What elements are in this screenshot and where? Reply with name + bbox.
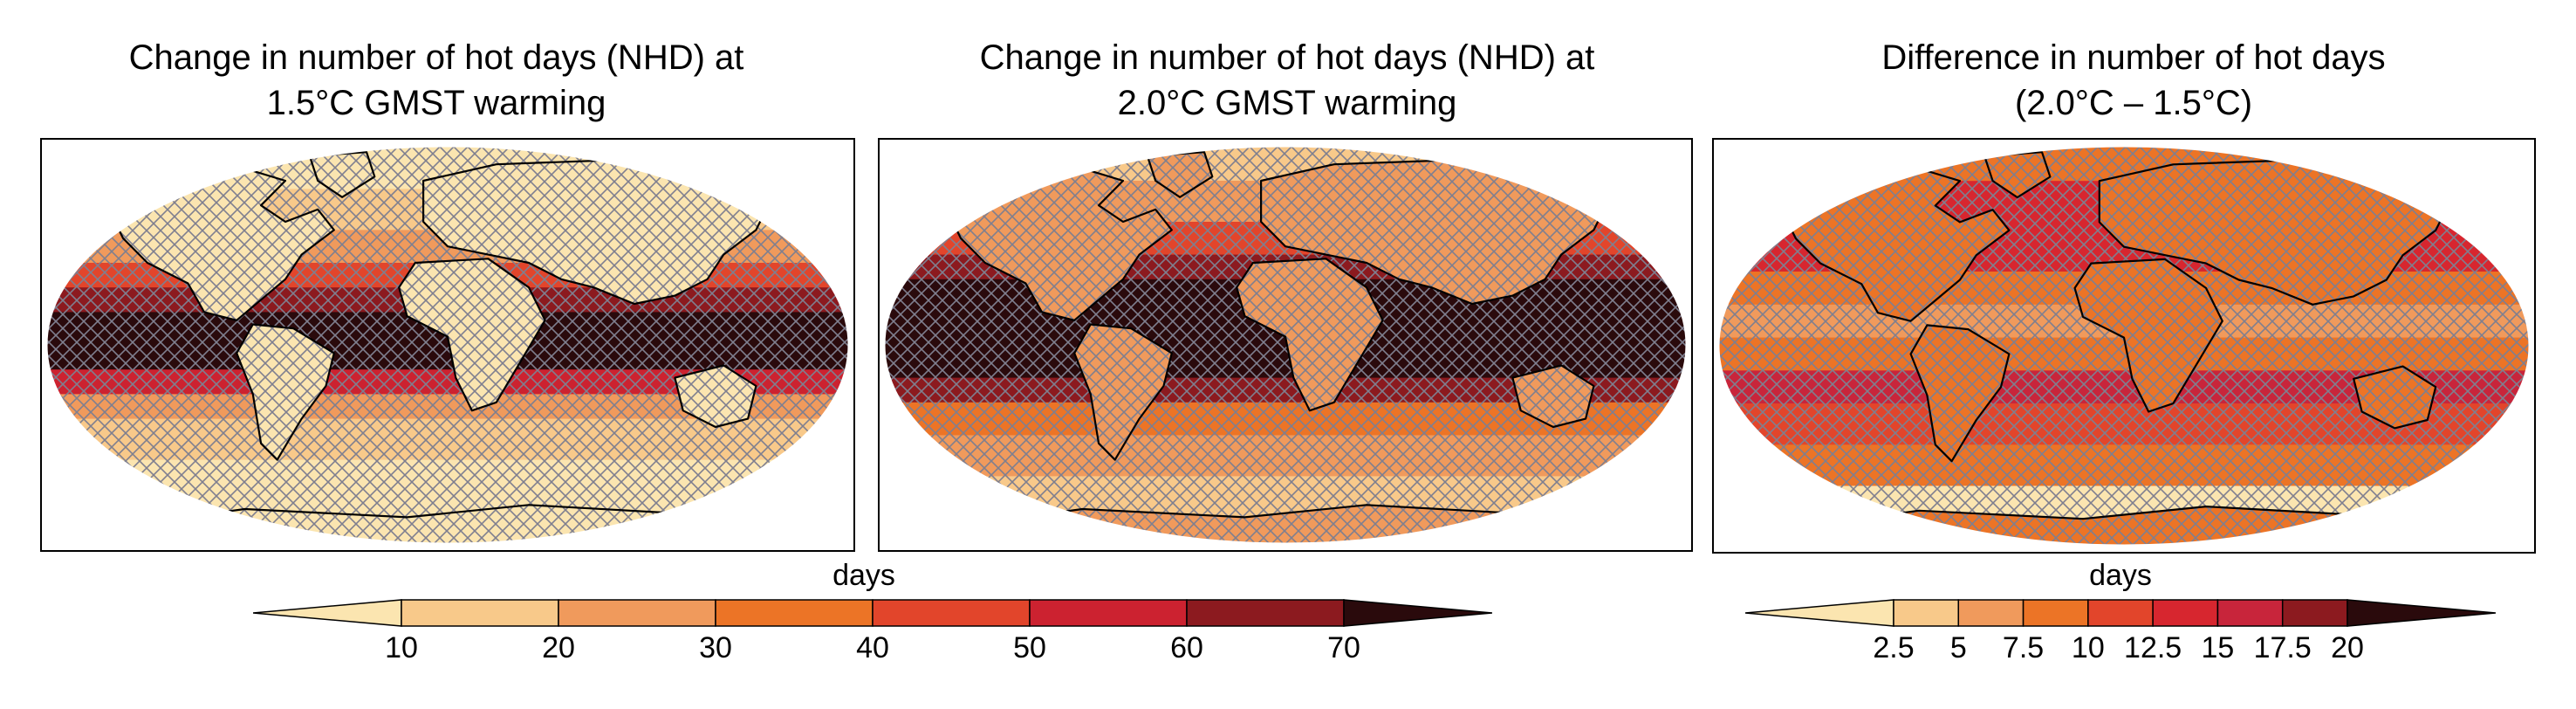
panel-b-title-line2: 2.0°C GMST warming (1117, 84, 1457, 122)
colorbar-tick-label: 2.5 (1873, 631, 1915, 664)
panel-a-title-line2: 1.5°C GMST warming (266, 84, 606, 122)
panel-c-title: Difference in number of hot days (2.0°C … (1715, 35, 2552, 126)
globe-edge (46, 146, 849, 544)
colorbar-segment (1957, 599, 2024, 627)
map-fill (1719, 147, 2529, 545)
panel-b-title: Change in number of hot days (NHD) at 2.… (868, 35, 1706, 126)
coastline-africa (2073, 258, 2223, 413)
colorbar-tick-label: 20 (542, 631, 575, 664)
colorbar-segment (2216, 599, 2284, 627)
colorbar-tick-label: 15 (2201, 631, 2235, 664)
panel-c-title-line1: Difference in number of hot days (1881, 38, 2386, 77)
colorbar-left-label: days (832, 559, 895, 592)
globe-edge (1718, 146, 2530, 546)
coastline-africa (398, 258, 546, 412)
coastline-africa (1236, 258, 1384, 412)
colorbar-max-arrow (2346, 599, 2496, 627)
panel-b-title-line1: Change in number of hot days (NHD) at (979, 38, 1595, 77)
colorbar-tick-label: 7.5 (2002, 631, 2045, 664)
colorbar-segment (2281, 599, 2348, 627)
colorbar-tick-label: 30 (699, 631, 732, 664)
coastline-antarctica (121, 504, 774, 543)
colorbar-segment (401, 599, 559, 627)
colorbar-segment (2022, 599, 2089, 627)
colorbar-segment (1186, 599, 1345, 627)
map-fill (885, 147, 1686, 543)
map-panel-a (40, 138, 855, 552)
colorbar-segment (1029, 599, 1188, 627)
colorbar-segment (1893, 599, 1960, 627)
colorbar-tick-label: 40 (856, 631, 889, 664)
coastline-greenland (1146, 151, 1214, 198)
colorbar-segment (558, 599, 716, 627)
colorbar-max-arrow (1343, 599, 1492, 627)
colorbar-tick-label: 12.5 (2124, 631, 2182, 664)
map-panel-c (1712, 138, 2536, 554)
coastline-antarctica (959, 504, 1612, 543)
map-a-graphic (46, 146, 849, 544)
significance-hatching (47, 147, 848, 543)
colorbar-tick-label: 50 (1013, 631, 1046, 664)
panel-a-title: Change in number of hot days (NHD) at 1.… (17, 35, 855, 126)
panel-c-title-line2: (2.0°C – 1.5°C) (2014, 84, 2253, 122)
colorbar-tick-label: 70 (1327, 631, 1360, 664)
coastline-australia (1511, 364, 1595, 429)
colorbar-tick-label: 60 (1170, 631, 1203, 664)
coastline-australia (674, 364, 757, 429)
coastline-greenland (1983, 151, 2052, 199)
significance-hatching (885, 147, 1686, 543)
colorbar-segment (2087, 599, 2154, 627)
coastline-south-america (1073, 323, 1173, 461)
coastline-south-america (1909, 324, 2011, 463)
colorbar-tick-label: 10 (385, 631, 418, 664)
coastline-north-america (1778, 167, 2011, 322)
colorbar-min-arrow (253, 599, 402, 627)
map-b-graphic (884, 146, 1687, 544)
significance-hatching (1719, 147, 2529, 545)
colorbar-left (253, 599, 1492, 627)
coastline-north-america (943, 167, 1173, 321)
colorbar-segment (872, 599, 1031, 627)
colorbar-tick-label: 5 (1949, 631, 1967, 664)
colorbar-min-arrow (1745, 599, 1894, 627)
map-panel-b (878, 138, 1693, 552)
coastline-greenland (308, 151, 376, 198)
colorbar-tick-label: 17.5 (2253, 631, 2312, 664)
coastline-antarctica (1794, 506, 2454, 545)
colorbar-tick-label: 20 (2331, 631, 2364, 664)
colorbar-tick-label: 10 (2071, 631, 2105, 664)
coastline-north-america (106, 167, 335, 321)
colorbar-right (1745, 599, 2496, 627)
colorbar-right-label: days (2089, 559, 2152, 592)
colorbar-segment (715, 599, 874, 627)
coastline-australia (2353, 365, 2437, 430)
map-fill (47, 147, 848, 543)
panel-a-title-line1: Change in number of hot days (NHD) at (128, 38, 744, 77)
colorbar-segment (2152, 599, 2219, 627)
map-c-graphic (1718, 146, 2530, 546)
coastline-south-america (236, 323, 335, 461)
globe-edge (884, 146, 1687, 544)
